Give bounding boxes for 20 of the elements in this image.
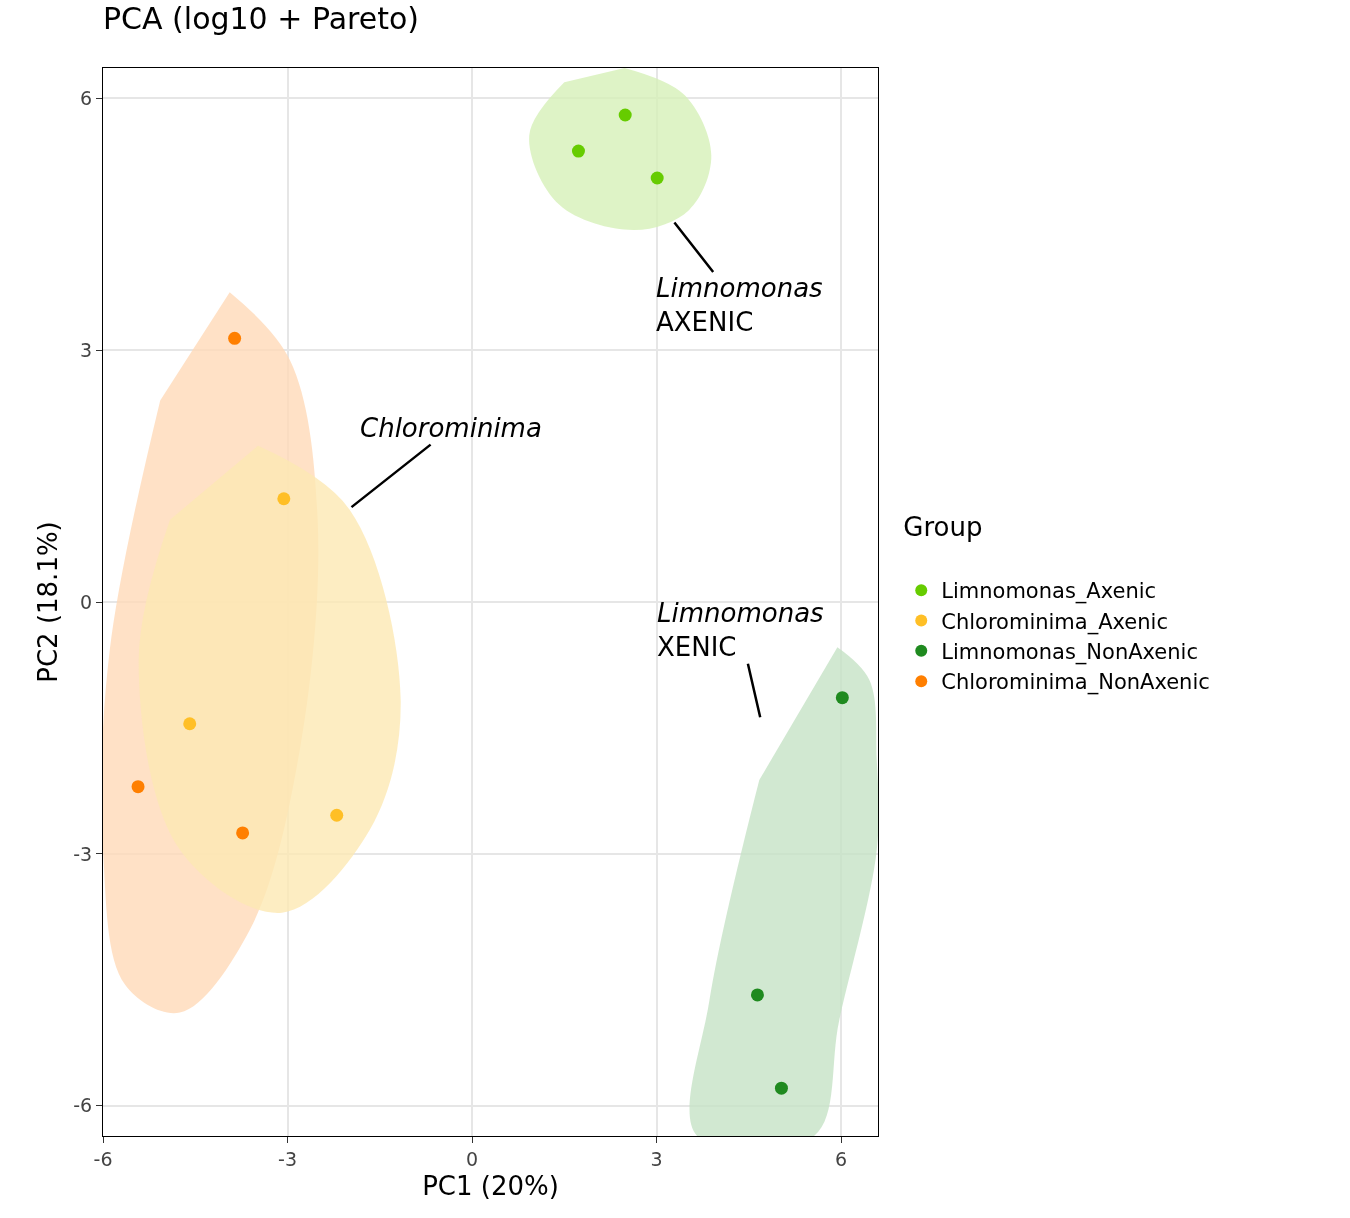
annotation: Limnomonas AXENIC bbox=[656, 273, 823, 337]
annotation: Chlorominima bbox=[360, 413, 542, 443]
y-axis-title: PC2 (18.1%) bbox=[32, 521, 63, 683]
y-tick-label: 6 bbox=[80, 86, 93, 109]
legend-label: Chlorominima_Axenic bbox=[941, 609, 1168, 635]
x-tick-label: 6 bbox=[835, 1147, 848, 1170]
x-axis-title: PC1 (20%) bbox=[422, 1171, 559, 1202]
x-tick-label: 0 bbox=[466, 1147, 479, 1170]
x-tick-label: 3 bbox=[650, 1147, 663, 1170]
chart-title: PCA (log10 + Pareto) bbox=[103, 1, 419, 36]
y-tick-label: 0 bbox=[80, 590, 93, 613]
y-tick-label: 3 bbox=[80, 338, 93, 361]
y-tick-label: -6 bbox=[73, 1094, 93, 1117]
legend-label: Limnomonas_NonAxenic bbox=[941, 640, 1198, 666]
y-tick-label: -3 bbox=[73, 842, 93, 865]
x-tick-label: -3 bbox=[278, 1147, 297, 1170]
legend-title: Group bbox=[903, 512, 983, 543]
legend-label: Limnomonas_Axenic bbox=[941, 579, 1157, 605]
annotation: Limnomonas XENIC bbox=[657, 598, 824, 662]
legend-label: Chlorominima_NonAxenic bbox=[941, 670, 1210, 696]
